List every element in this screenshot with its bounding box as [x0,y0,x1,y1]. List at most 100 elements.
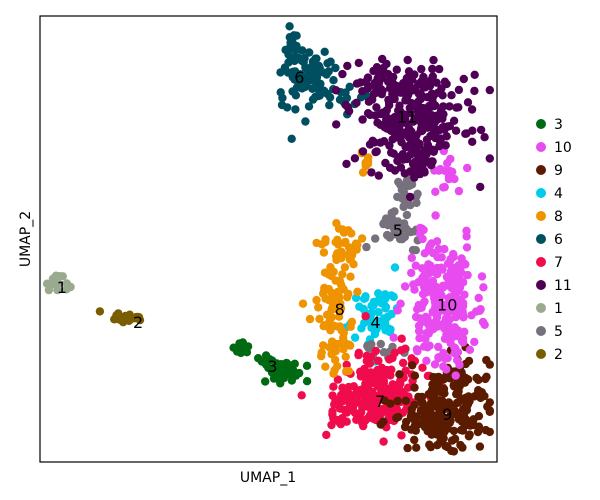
cluster-7-point [361,312,370,321]
cluster-10-point [458,301,468,311]
cluster-10-point [453,356,462,365]
cluster-10-point [439,183,448,192]
cluster-10-point [419,225,428,235]
cluster-11-point [434,111,443,120]
legend-swatch-1 [536,303,546,313]
cluster-6-point [290,52,300,62]
cluster-10-point [455,264,465,273]
cluster-3-point [269,374,279,383]
cluster-11-point [463,98,473,107]
cluster-11-point [378,54,387,64]
cluster-7-point [329,382,338,391]
cluster-8-point [314,303,323,312]
cluster-9-point [395,370,404,379]
cluster-3-point [302,361,312,370]
cluster-11-point [343,61,352,71]
cluster-10-point [442,365,451,374]
cluster-10-point [396,299,405,308]
cluster-7-point [398,358,408,368]
cluster-9-point [376,420,385,429]
cluster-10-point [407,268,416,278]
cluster-11-point [372,62,382,72]
cluster-10-point [400,282,410,291]
cluster-9-point [458,426,468,435]
cluster-11-point [400,169,409,178]
y-axis-label: UMAP_2 [18,211,34,267]
cluster-11-point [467,105,477,114]
cluster-9-point [485,427,494,437]
cluster-6-point [329,76,338,85]
cluster-10-point [446,154,455,164]
cluster-10-point [477,272,487,281]
cluster-10-point [410,285,419,294]
cluster-4-point [374,308,383,317]
cluster-10-point [424,260,433,269]
cluster-8-point [319,248,329,257]
cluster-9-point [465,430,474,439]
cluster-3-point [254,354,263,363]
cluster-7-point [377,409,386,418]
cluster-7-point [336,420,345,429]
cluster-11-point [431,101,440,110]
cluster-11-point [454,85,464,95]
cluster-4-point [357,324,366,333]
cluster-7-point [377,367,386,376]
cluster-9-point [469,420,478,430]
cluster-11-point [402,94,411,104]
cluster-1-point [62,285,71,294]
cluster-6-point [311,71,320,80]
x-axis-label: UMAP_1 [240,470,296,486]
legend-label-11: 11 [554,278,572,294]
cluster-10-point [431,187,440,196]
cluster-7-point [362,381,371,390]
cluster-label-3: 3 [267,357,277,376]
cluster-4-point [389,292,398,302]
cluster-8-point [358,168,368,177]
cluster-5-point [413,189,422,198]
cluster-2-points [95,307,145,327]
cluster-11-point [476,125,486,135]
cluster-8-point [322,310,332,319]
cluster-11-point [402,85,411,95]
cluster-2-point [132,312,141,322]
cluster-10-point [446,338,455,348]
cluster-10-point [474,293,483,303]
cluster-11-point [435,64,444,74]
cluster-11-point [378,86,387,96]
cluster-10-point [463,270,472,280]
cluster-6-point [316,79,325,89]
cluster-7-points [297,312,447,446]
cluster-10-point [417,264,427,273]
cluster-11-point [332,120,341,129]
cluster-9-point [401,396,411,405]
cluster-11-point [370,138,379,147]
cluster-10-point [440,324,449,333]
cluster-10-point [460,327,469,336]
cluster-10-point [433,322,442,331]
legend-label-2: 2 [554,347,563,363]
cluster-9-point [461,393,470,402]
cluster-10-point [442,307,451,316]
cluster-11-point [389,149,398,158]
cluster-11-point [361,77,370,87]
cluster-10-point [447,266,456,275]
cluster-9-point [428,380,437,389]
cluster-8-point [340,263,350,272]
cluster-label-9: 9 [442,405,452,424]
cluster-8-point [324,284,333,294]
cluster-10-point [449,252,458,262]
cluster-3-point [236,348,246,358]
cluster-11-point [382,119,391,128]
cluster-11-point [406,108,415,118]
cluster-9-point [412,443,421,452]
cluster-3-point [272,367,281,376]
cluster-1-point [51,271,61,280]
cluster-6-point [308,57,318,66]
cluster-10-point [424,320,433,329]
cluster-10-point [446,300,455,309]
cluster-6-point [308,84,317,94]
legend-swatch-11 [536,280,546,290]
cluster-11-point [447,91,456,100]
cluster-9-point [482,355,491,365]
cluster-8-point [334,322,344,332]
